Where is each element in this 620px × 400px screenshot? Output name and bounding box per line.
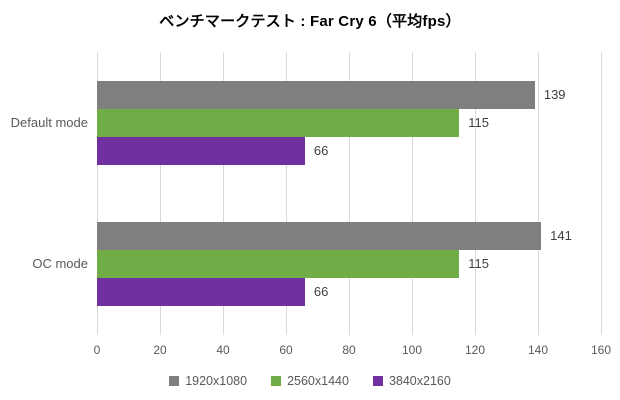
bar-2560x1440-default-mode [97,108,460,137]
gridline [159,52,161,335]
legend-marker [169,376,180,386]
gridline [348,52,350,335]
legend-marker [271,376,282,386]
legend-marker [372,376,383,386]
bar-1920x1080-default-mode [97,80,535,109]
legend-item-1920x1080: 1920x1080 [169,374,247,388]
legend-item-3840x2160: 3840x2160 [372,374,451,388]
legend: 1920x1080 2560x1440 3840x2160 [0,371,620,391]
bar-3840x2160-default-mode [97,136,305,165]
category-label: OC mode [32,256,88,272]
x-axis-tick-label: 80 [342,343,356,357]
gridline [537,52,539,335]
gridline [222,52,224,335]
x-axis-tick-label: 140 [527,343,549,357]
category-label: Default mode [10,114,88,130]
gridline [96,52,98,335]
x-axis-tick-label: 120 [464,343,486,357]
x-axis-tick-label: 100 [401,343,423,357]
bar-3840x2160-oc-mode [97,278,305,307]
x-axis-tick-label: 160 [590,343,612,357]
gridline [411,52,413,335]
legend-item-2560x1440: 2560x1440 [271,374,349,388]
legend-label: 3840x2160 [388,374,451,388]
value-label: 115 [468,114,489,130]
gridline [285,52,287,335]
legend-label: 1920x1080 [185,374,248,388]
bar-1920x1080-oc-mode [97,222,542,251]
value-label: 66 [313,142,329,158]
gridline [600,52,602,335]
bar-2560x1440-oc-mode [97,250,460,279]
value-label: 115 [468,256,489,272]
x-axis-tick-label: 0 [93,343,101,357]
value-label: 139 [543,86,566,102]
x-axis-tick-label: 40 [216,343,230,357]
value-label: 141 [550,228,572,244]
legend-label: 2560x1440 [287,374,349,388]
x-axis-tick-label: 20 [153,343,167,357]
x-axis-tick-label: 60 [279,343,293,357]
value-label: 66 [313,284,329,300]
chart-title: ベンチマークテスト : Far Cry 6（平均fps） [159,13,461,30]
gridline [474,52,476,335]
